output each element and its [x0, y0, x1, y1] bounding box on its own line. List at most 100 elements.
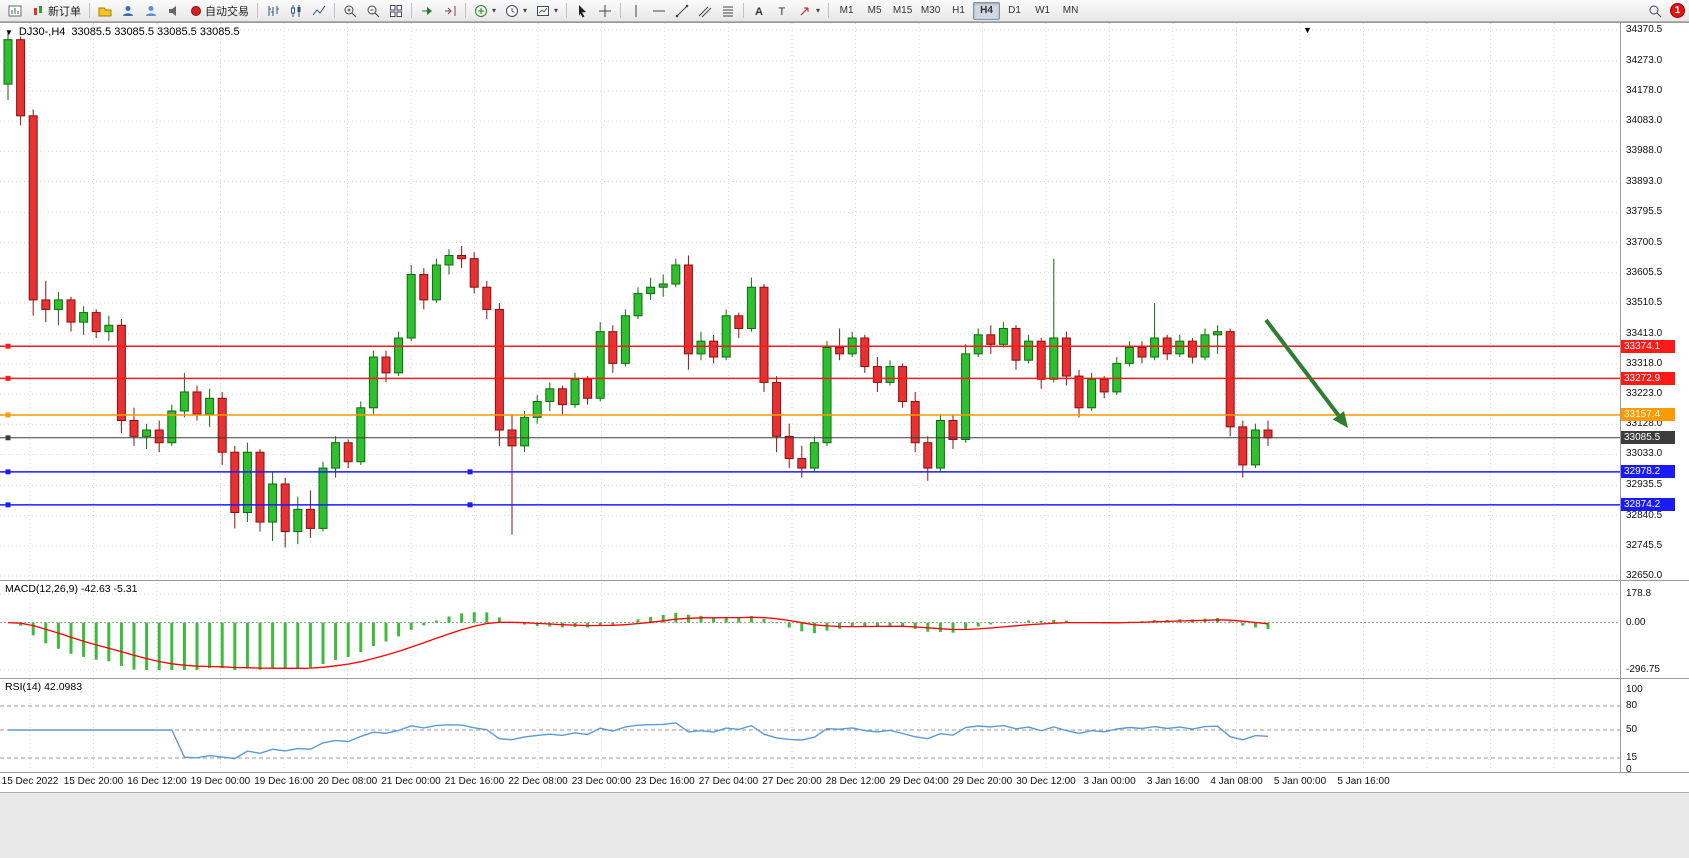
fibonacci-button[interactable] [717, 1, 739, 20]
cursor-button[interactable] [571, 1, 593, 20]
timeframe-m5-button[interactable]: M5 [861, 2, 888, 20]
dropdown-caret-icon: ▾ [523, 6, 528, 15]
line-handle[interactable] [5, 375, 11, 381]
zoom-out-button[interactable] [362, 1, 384, 20]
periods-button[interactable]: ▾ [501, 1, 531, 20]
price-tick-label: 34370.5 [1626, 24, 1663, 35]
level-lines [0, 343, 1620, 508]
indicators-button[interactable]: ▾ [470, 1, 500, 20]
trendline-button[interactable] [671, 1, 693, 20]
macd-indicator-label: MACD(12,26,9) -42.63 -5.31 [5, 583, 138, 595]
current-price-badge: 33085.5 [1621, 431, 1675, 445]
timeframe-h1-button[interactable]: H1 [945, 2, 972, 20]
macd-axis-label: 0.00 [1626, 616, 1646, 628]
time-tick-label: 30 Dec 12:00 [1016, 776, 1076, 787]
zoom-in-button[interactable] [339, 1, 361, 20]
arrows-button[interactable]: ▾ [794, 1, 824, 20]
line-handle[interactable] [5, 435, 11, 441]
timeframe-m30-button[interactable]: M30 [917, 2, 944, 20]
vertical-line-button[interactable] [625, 1, 647, 20]
auto-scroll-button[interactable] [416, 1, 438, 20]
separator [465, 3, 466, 18]
person-icon [123, 5, 133, 16]
clock-icon [506, 4, 519, 17]
tile-windows-button[interactable] [385, 1, 407, 20]
rsi-axis-label: 100 [1626, 684, 1643, 695]
speaker-icon [169, 5, 176, 16]
time-tick-label: 22 Dec 08:00 [508, 776, 568, 787]
indicators-plus-icon [475, 4, 487, 17]
price-tick-label: 33318.0 [1626, 358, 1663, 369]
timeframe-mn-button[interactable]: MN [1057, 2, 1084, 20]
candlestick-chart-button[interactable] [285, 1, 307, 20]
timeframe-d1-button[interactable]: D1 [1001, 2, 1028, 20]
text-button[interactable]: A [748, 1, 770, 20]
svg-text:T: T [779, 6, 786, 18]
timeframe-m1-button[interactable]: M1 [833, 2, 860, 20]
time-tick-label: 21 Dec 16:00 [444, 776, 505, 787]
macd-panel [0, 593, 1620, 671]
chart-shift-button[interactable] [439, 1, 461, 20]
auto-trading-label: 自动交易 [205, 5, 249, 18]
channel-icon [698, 6, 712, 17]
timeframe-h4-button[interactable]: H4 [973, 1, 1001, 20]
level-price-badge: 32978.2 [1621, 465, 1675, 479]
dropdown-caret-icon: ▾ [554, 6, 559, 15]
horizontal-line-button[interactable] [648, 1, 670, 20]
line-handle[interactable] [467, 469, 473, 475]
timeframe-w1-button[interactable]: W1 [1029, 2, 1056, 20]
time-tick-label: 19 Dec 16:00 [254, 776, 314, 787]
ohlc-toggle-icon[interactable]: ▼ [5, 27, 13, 37]
crosshair-button[interactable] [594, 1, 616, 20]
panel-borders [0, 22, 1689, 773]
line-handle[interactable] [5, 343, 11, 349]
price-tick-label: 34178.0 [1626, 85, 1663, 97]
line-chart-icon [312, 5, 326, 15]
rsi-line [8, 722, 1269, 760]
line-handle[interactable] [467, 502, 473, 508]
separator [89, 3, 90, 18]
rsi-panel [0, 705, 1620, 760]
horizontal-line-icon [653, 10, 666, 11]
line-handle[interactable] [5, 502, 11, 508]
profiles-button[interactable] [94, 1, 116, 20]
bar-chart-button[interactable] [262, 1, 284, 20]
search-button[interactable] [1644, 1, 1666, 20]
toolbar: 新订单 自动交易 [0, 0, 1689, 22]
dropdown-caret-icon: ▾ [492, 6, 497, 15]
price-tick-label: 33605.5 [1626, 266, 1663, 278]
price-tick-label: 33223.0 [1626, 388, 1663, 400]
chart-dropdown-arrow[interactable]: ▼ [1303, 25, 1312, 35]
macd-signal-line [7, 616, 1269, 669]
trend-arrow[interactable] [1264, 318, 1348, 428]
time-tick-label: 5 Jan 00:00 [1273, 776, 1327, 787]
candlestick-icon [291, 4, 301, 17]
auto-trading-button[interactable]: 自动交易 [186, 1, 253, 20]
notification-badge[interactable]: 1 [1670, 3, 1685, 18]
templates-button[interactable]: ▾ [532, 1, 562, 20]
price-tick-label: 32840.5 [1626, 509, 1663, 521]
rsi-axis-label: 15 [1626, 752, 1638, 763]
price-tick-label: 33988.0 [1626, 145, 1663, 157]
line-handle[interactable] [5, 412, 11, 418]
market-button[interactable] [117, 1, 139, 20]
price-tick-label: 33893.0 [1626, 175, 1663, 187]
vertical-line-icon [635, 4, 637, 17]
sounds-button[interactable] [163, 1, 185, 20]
new-order-button[interactable]: 新订单 [27, 1, 85, 20]
bottom-area [0, 792, 1689, 858]
line-handle[interactable] [5, 469, 11, 475]
new-chart-button[interactable] [4, 1, 26, 20]
signals-button[interactable] [140, 1, 162, 20]
text-label-button[interactable]: T [771, 1, 793, 20]
channel-button[interactable] [694, 1, 716, 20]
separator [411, 3, 412, 18]
dropdown-caret-icon: ▾ [816, 6, 821, 15]
timeframe-m15-button[interactable]: M15 [889, 2, 916, 20]
symbol-period-label: DJ30-,H4 [18, 26, 66, 38]
line-chart-button[interactable] [308, 1, 330, 20]
fibonacci-icon [723, 6, 734, 16]
cursor-icon [579, 4, 587, 17]
auto-scroll-icon [422, 6, 432, 15]
